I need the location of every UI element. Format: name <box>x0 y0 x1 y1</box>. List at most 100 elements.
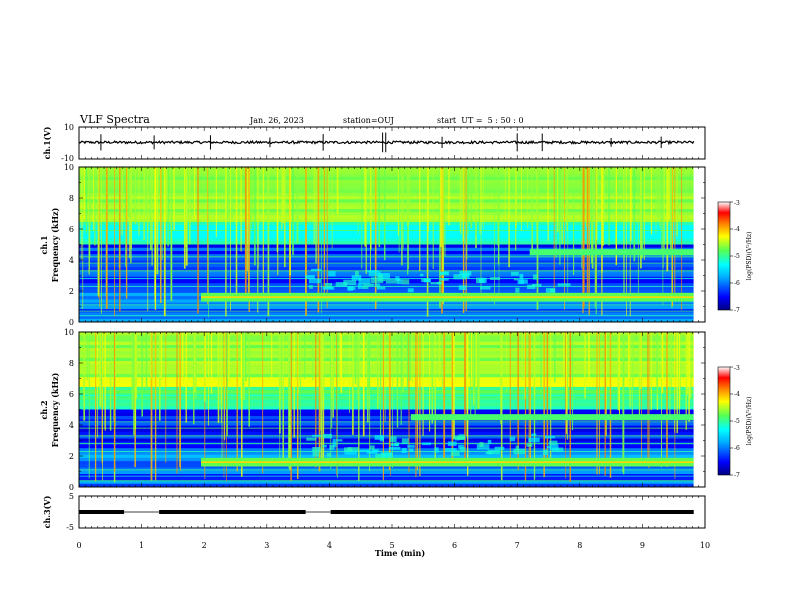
time-axis-tick-label: 0 <box>76 541 81 550</box>
spectrogram-row <box>79 257 694 262</box>
ch2-spectrogram-ylabel-channel: ch.2 <box>39 400 49 419</box>
spectrogram-hiss-patch <box>550 288 555 293</box>
spectrogram-hiss-patch <box>509 436 516 442</box>
spectrogram-hiss-patch <box>351 275 362 281</box>
ch3-waveform-ticks <box>78 496 706 528</box>
spectrogram-hiss-patch <box>312 447 321 452</box>
spectrogram-row <box>79 241 694 245</box>
spectrogram-row <box>79 419 694 423</box>
spectrogram-row <box>79 380 694 385</box>
spectrogram-hiss-patch <box>526 443 533 447</box>
spectrogram-row <box>79 470 694 475</box>
spectrogram-hiss-patch <box>362 286 369 290</box>
ch2-colorbar-tick-m3: -3 <box>734 365 740 372</box>
spectrogram-row <box>79 167 694 171</box>
spectrogram-row <box>79 286 694 291</box>
spectrogram-hiss-patch <box>318 278 322 284</box>
time-axis-label: Time (min) <box>375 548 425 558</box>
ch1-waveform-panel: 10 -10 ch.1(V) <box>42 123 706 163</box>
spectrogram-row <box>79 373 694 378</box>
spectrogram-row <box>79 364 694 368</box>
ch1-colorbar-tick-m3: -3 <box>734 200 740 207</box>
spectrogram-hiss-patch <box>440 278 449 281</box>
spectrogram-hiss-patch <box>347 286 354 291</box>
spectrogram-hiss-patch <box>422 442 431 446</box>
ch1-spectrogram-panel: 0 2 4 6 8 10 ch.1 Frequency (kHz) -3 -4 … <box>39 163 753 327</box>
station-label: station=OUJ <box>343 116 394 125</box>
ch2-colorbar-tick-m6: -6 <box>734 445 740 452</box>
spectrogram-hiss-patch <box>478 277 487 283</box>
time-axis-tick-label: 2 <box>202 541 207 550</box>
spectrogram-row <box>79 202 694 207</box>
spectrogram-row <box>79 212 694 216</box>
ch1-colorbar-label: log(PSD)(V²/Hz) <box>746 232 753 281</box>
spectrogram-hiss-patch <box>343 279 357 286</box>
spectrogram-row <box>79 396 694 401</box>
ch1-ytick-bottom: -10 <box>61 154 74 163</box>
spectrogram-hiss-patch <box>528 437 540 443</box>
spectrogram-hiss-patch <box>368 271 381 277</box>
spectrogram-hiss-patch <box>372 449 379 452</box>
ch1-spectrogram-ylabel-freq: Frequency (kHz) <box>50 207 60 282</box>
time-axis-tick-label: 5 <box>389 541 394 550</box>
spectrogram-row <box>79 415 694 420</box>
spectrogram-row <box>79 477 694 481</box>
time-axis-tick-label: 4 <box>327 541 332 550</box>
spectrogram-row <box>79 302 694 307</box>
spectrogram-row <box>79 399 694 404</box>
spectrogram-row <box>79 183 694 187</box>
spectrogram-row <box>79 445 694 449</box>
spectrogram-row <box>79 412 694 417</box>
spectrogram-row <box>79 348 694 352</box>
spectrogram-hiss-patch <box>458 444 464 449</box>
spectrogram-emission-band-high <box>529 249 694 256</box>
spectrogram-hiss-patch <box>479 442 484 447</box>
ch1-waveform-line <box>78 139 695 146</box>
spectrogram-hiss-patch <box>308 278 319 284</box>
spectrogram-hiss-patch <box>374 435 384 440</box>
spectrogram-hiss-patch <box>359 449 371 452</box>
spectrogram-hiss-patch <box>357 283 362 289</box>
spectrogram-hiss-patch <box>517 279 524 284</box>
ch1-freq-tick-4: 4 <box>69 256 74 265</box>
ch2-spectrogram-ticks <box>78 331 706 488</box>
spectrogram-hiss-patch <box>375 453 385 459</box>
spectrogram-hiss-patch <box>397 279 403 284</box>
spectrogram-row <box>79 338 694 343</box>
spectrogram-hiss-patch <box>434 447 439 453</box>
ch3-ytick-bottom: -5 <box>66 523 74 532</box>
spectrogram-hiss-patch <box>557 283 571 287</box>
spectrogram-row <box>79 205 694 210</box>
spectrogram-hiss-patch <box>459 447 466 453</box>
spectrogram-row <box>79 196 694 200</box>
spectrogram-hiss-patch <box>515 287 520 293</box>
spectrogram-row <box>79 189 694 194</box>
spectrogram-hiss-patch <box>358 278 371 285</box>
date-label: Jan. 26, 2023 <box>249 116 304 125</box>
ch3-waveform-panel: 5 -5 ch.3(V) <box>42 492 706 532</box>
spectrogram-hiss-patch <box>309 285 313 289</box>
spectrogram-hiss-patch <box>355 270 359 277</box>
spectrogram-row <box>79 199 694 203</box>
figure-title: VLF Spectra <box>79 113 150 126</box>
spectrogram-hiss-patch <box>515 445 519 451</box>
spectrogram-row <box>79 432 694 436</box>
spectrogram-hiss-patch <box>332 438 336 442</box>
spectrogram-row <box>79 247 694 252</box>
ch1-ytick-top: 10 <box>64 123 74 132</box>
spectrogram-row <box>79 179 694 184</box>
spectrogram-hiss-patch <box>326 452 331 457</box>
spectrogram-hiss-patch <box>402 279 410 285</box>
spectrogram-row <box>79 208 694 213</box>
spectrogram-hiss-patch <box>450 450 460 457</box>
spectrogram-hiss-patch <box>328 271 336 277</box>
ch1-freq-tick-6: 6 <box>69 225 74 234</box>
spectrogram-hiss-patch <box>511 271 519 276</box>
spectrogram-row <box>79 289 694 294</box>
ch1-waveform-ticks <box>78 127 706 159</box>
spectrogram-row <box>79 315 694 320</box>
spectrogram-hiss-patch <box>407 444 415 448</box>
spectrogram-hiss-patch <box>542 449 549 455</box>
